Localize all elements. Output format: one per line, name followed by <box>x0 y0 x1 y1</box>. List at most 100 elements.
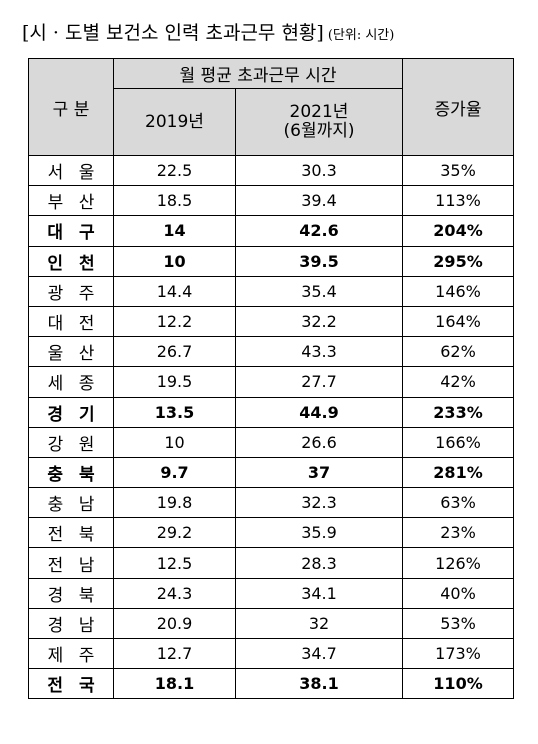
increase-rate-cell: 40% <box>402 577 515 609</box>
overtime-table: 구 분 월 평균 초과근무 시간 증가율 2019년 2021년 (6월까지) … <box>28 58 515 700</box>
region-cell: 부 산 <box>28 185 114 217</box>
value-2019-cell: 19.8 <box>113 487 236 519</box>
table-row: 경 남 20.9 32 53% <box>28 607 515 640</box>
value-2019-cell: 20.9 <box>113 607 236 640</box>
value-2019-cell: 10 <box>113 245 236 277</box>
table-row: 전 국 18.1 38.1 110% <box>28 668 515 700</box>
table-row: 세 종 19.5 27.7 42% <box>28 366 515 398</box>
table-row: 대 구 14 42.6 204% <box>28 215 515 247</box>
header-2019: 2019년 <box>113 88 236 156</box>
region-cell: 강 원 <box>28 426 114 458</box>
value-2021-cell: 38.1 <box>234 668 404 700</box>
value-2021-cell: 37 <box>234 456 404 489</box>
increase-rate-cell: 63% <box>402 487 515 519</box>
table-row: 충 북 9.7 37 281% <box>28 456 515 489</box>
value-2021-cell: 39.4 <box>234 185 404 217</box>
value-2021-cell: 30.3 <box>234 154 404 187</box>
increase-rate-cell: 42% <box>402 366 515 398</box>
value-2019-cell: 9.7 <box>113 456 236 489</box>
title-main: [시 · 도별 보건소 인력 초과근무 현황] <box>22 22 324 44</box>
header-2021-period: (6월까지) <box>283 121 355 141</box>
value-2021-cell: 34.1 <box>234 577 404 609</box>
header-monthly-overtime: 월 평균 초과근무 시간 <box>112 58 404 89</box>
value-2021-cell: 42.6 <box>234 215 404 247</box>
header-increase-rate: 증가율 <box>402 58 515 156</box>
increase-rate-cell: 295% <box>402 245 515 277</box>
value-2019-cell: 22.5 <box>113 154 236 187</box>
value-2021-cell: 35.4 <box>234 275 404 307</box>
increase-rate-cell: 53% <box>402 607 515 640</box>
table-row: 광 주 14.4 35.4 146% <box>28 275 515 307</box>
value-2021-cell: 27.7 <box>234 366 404 398</box>
value-2019-cell: 12.7 <box>113 637 236 670</box>
value-2019-cell: 26.7 <box>113 336 236 368</box>
table-row: 인 천 10 39.5 295% <box>28 245 515 277</box>
header-region: 구 분 <box>28 58 114 156</box>
region-cell: 대 구 <box>28 215 114 247</box>
table-row: 대 전 12.2 32.2 164% <box>28 305 515 338</box>
value-2021-cell: 32.2 <box>234 305 404 338</box>
region-cell: 충 북 <box>28 456 114 489</box>
region-cell: 경 남 <box>28 607 114 640</box>
table-row: 제 주 12.7 34.7 173% <box>28 637 515 670</box>
region-cell: 제 주 <box>28 637 114 670</box>
header-2021: 2021년 (6월까지) <box>234 88 404 156</box>
value-2021-cell: 26.6 <box>234 426 404 458</box>
table-row: 전 남 12.5 28.3 126% <box>28 547 515 579</box>
increase-rate-cell: 204% <box>402 215 515 247</box>
value-2019-cell: 12.5 <box>113 547 236 579</box>
table-row: 울 산 26.7 43.3 62% <box>28 336 515 368</box>
region-cell: 세 종 <box>28 366 114 398</box>
value-2021-cell: 44.9 <box>234 396 404 428</box>
region-cell: 충 남 <box>28 487 114 519</box>
increase-rate-cell: 113% <box>402 185 515 217</box>
increase-rate-cell: 173% <box>402 637 515 670</box>
value-2021-cell: 28.3 <box>234 547 404 579</box>
value-2019-cell: 12.2 <box>113 305 236 338</box>
increase-rate-cell: 146% <box>402 275 515 307</box>
value-2019-cell: 18.1 <box>113 668 236 700</box>
increase-rate-cell: 233% <box>402 396 515 428</box>
increase-rate-cell: 23% <box>402 517 515 549</box>
title-unit: (단위: 시간) <box>327 28 395 43</box>
increase-rate-cell: 126% <box>402 547 515 579</box>
value-2019-cell: 14 <box>113 215 236 247</box>
increase-rate-cell: 35% <box>402 154 515 187</box>
increase-rate-cell: 166% <box>402 426 515 458</box>
table-row: 충 남 19.8 32.3 63% <box>28 487 515 519</box>
value-2019-cell: 24.3 <box>113 577 236 609</box>
region-cell: 인 천 <box>28 245 114 277</box>
value-2021-cell: 32 <box>234 607 404 640</box>
value-2019-cell: 13.5 <box>113 396 236 428</box>
table-row: 전 북 29.2 35.9 23% <box>28 517 515 549</box>
increase-rate-cell: 62% <box>402 336 515 368</box>
region-cell: 경 북 <box>28 577 114 609</box>
value-2019-cell: 14.4 <box>113 275 236 307</box>
table-row: 강 원 10 26.6 166% <box>28 426 515 458</box>
value-2021-cell: 34.7 <box>234 637 404 670</box>
table-row: 서 울 22.5 30.3 35% <box>28 154 515 187</box>
value-2021-cell: 35.9 <box>234 517 404 549</box>
table-body: 서 울 22.5 30.3 35% 부 산 18.5 39.4 113% 대 구 14 42.6 20… <box>28 154 515 700</box>
value-2021-cell: 32.3 <box>234 487 404 519</box>
region-cell: 울 산 <box>28 336 114 368</box>
region-cell: 전 남 <box>28 547 114 579</box>
region-cell: 전 북 <box>28 517 114 549</box>
table-header: 구 분 월 평균 초과근무 시간 증가율 2019년 2021년 (6월까지) <box>28 58 515 156</box>
table-row: 경 기 13.5 44.9 233% <box>28 396 515 428</box>
increase-rate-cell: 110% <box>402 668 515 700</box>
increase-rate-cell: 164% <box>402 305 515 338</box>
header-2021-year: 2021년 <box>289 102 349 122</box>
value-2021-cell: 39.5 <box>234 245 404 277</box>
region-cell: 전 국 <box>28 668 114 700</box>
increase-rate-cell: 281% <box>402 456 515 489</box>
region-cell: 광 주 <box>28 275 114 307</box>
value-2019-cell: 10 <box>113 426 236 458</box>
region-cell: 경 기 <box>28 396 114 428</box>
table-row: 부 산 18.5 39.4 113% <box>28 185 515 217</box>
value-2019-cell: 29.2 <box>113 517 236 549</box>
value-2019-cell: 19.5 <box>113 366 236 398</box>
value-2021-cell: 43.3 <box>234 336 404 368</box>
value-2019-cell: 18.5 <box>113 185 236 217</box>
region-cell: 서 울 <box>28 154 114 187</box>
